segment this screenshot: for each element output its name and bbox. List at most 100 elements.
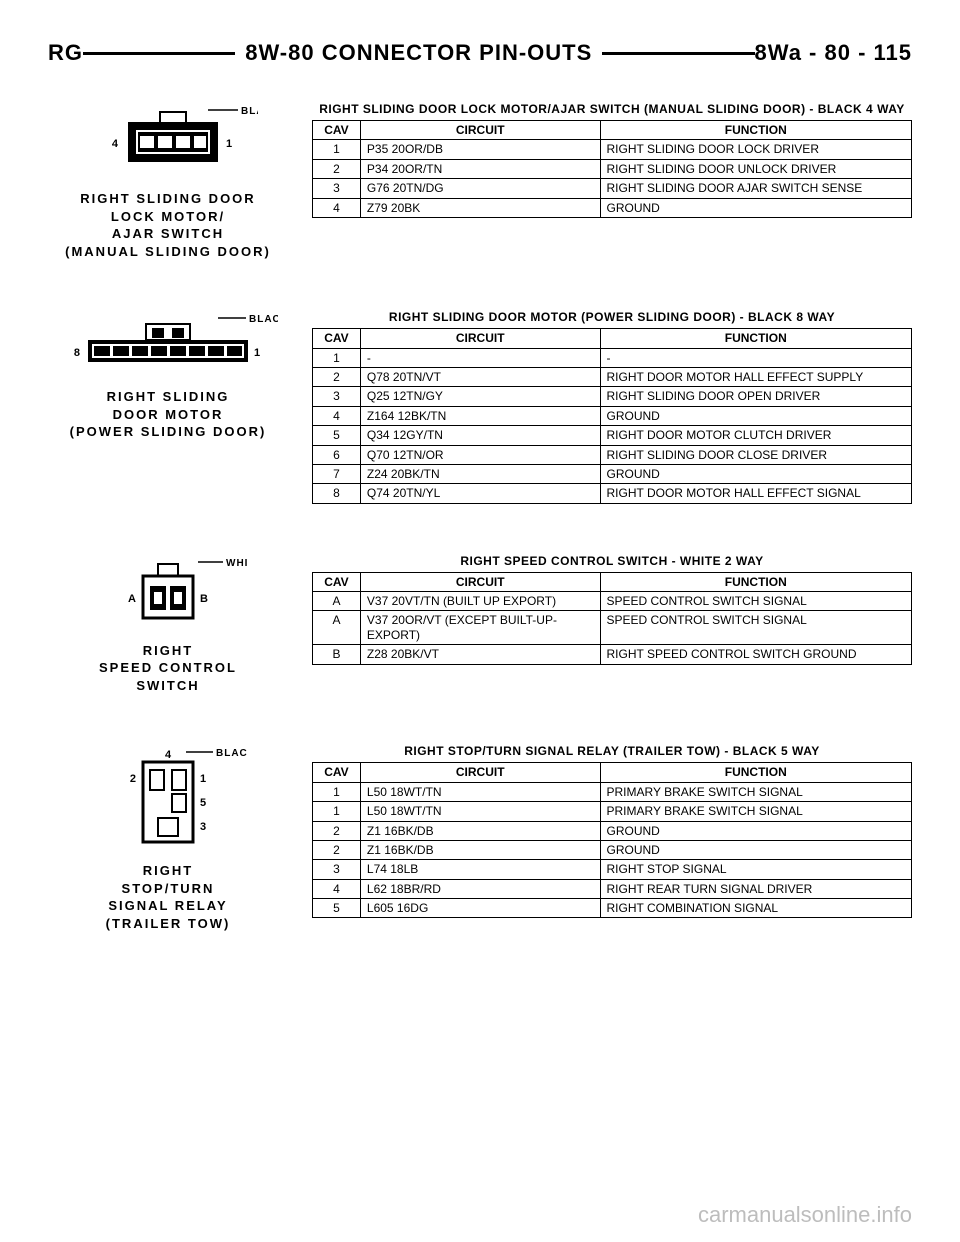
table-title: RIGHT SLIDING DOOR MOTOR (POWER SLIDING … <box>312 310 912 324</box>
caption-line: DOOR MOTOR <box>48 406 288 424</box>
cell-function: RIGHT SLIDING DOOR AJAR SWITCH SENSE <box>600 179 912 198</box>
page-header: RG 8W-80 CONNECTOR PIN-OUTS 8Wa - 80 - 1… <box>48 40 912 66</box>
caption-line: RIGHT SLIDING <box>48 388 288 406</box>
diagram-caption: RIGHT SPEED CONTROL SWITCH <box>48 642 288 695</box>
cell-circuit: L74 18LB <box>360 860 600 879</box>
header-rule-left <box>83 52 235 55</box>
cell-cav: 5 <box>313 426 361 445</box>
table-col: RIGHT STOP/TURN SIGNAL RELAY (TRAILER TO… <box>288 744 912 918</box>
table-row: 1P35 20OR/DBRIGHT SLIDING DOOR LOCK DRIV… <box>313 140 912 159</box>
table-row: 6Q70 12TN/ORRIGHT SLIDING DOOR CLOSE DRI… <box>313 445 912 464</box>
th-cav: CAV <box>313 329 361 348</box>
table-row: AV37 20OR/VT (EXCEPT BUILT-UP-EXPORT)SPE… <box>313 611 912 645</box>
cell-function: GROUND <box>600 406 912 425</box>
table-row: 2Z1 16BK/DBGROUND <box>313 840 912 859</box>
cell-function: RIGHT SPEED CONTROL SWITCH GROUND <box>600 645 912 664</box>
caption-line: STOP/TURN <box>48 880 288 898</box>
pin-tr: 1 <box>200 773 206 785</box>
cell-cav: 2 <box>313 367 361 386</box>
caption-line: SIGNAL RELAY <box>48 897 288 915</box>
pin-right: B <box>200 593 208 605</box>
pin-left: 4 <box>112 138 119 150</box>
connector-relay-icon: BLACK 4 2 1 5 3 <box>88 744 248 854</box>
cell-cav: 1 <box>313 782 361 801</box>
table-title: RIGHT SLIDING DOOR LOCK MOTOR/AJAR SWITC… <box>312 102 912 116</box>
diagram-col: BLACK 8 1 RIGHT SLIDING DOOR MOTOR (POWE… <box>48 310 288 441</box>
table-row: 1-- <box>313 348 912 367</box>
pin-left: 8 <box>74 347 80 359</box>
caption-line: RIGHT SLIDING DOOR <box>48 190 288 208</box>
color-label: WHITE <box>226 558 248 569</box>
table-row: 5L605 16DGRIGHT COMBINATION SIGNAL <box>313 899 912 918</box>
cell-function: RIGHT SLIDING DOOR LOCK DRIVER <box>600 140 912 159</box>
cell-circuit: P35 20OR/DB <box>360 140 600 159</box>
cell-circuit: Z24 20BK/TN <box>360 464 600 483</box>
cell-function: RIGHT DOOR MOTOR CLUTCH DRIVER <box>600 426 912 445</box>
table-row: 1L50 18WT/TNPRIMARY BRAKE SWITCH SIGNAL <box>313 802 912 821</box>
th-circuit: CIRCUIT <box>360 329 600 348</box>
table-title: RIGHT STOP/TURN SIGNAL RELAY (TRAILER TO… <box>312 744 912 758</box>
cell-function: RIGHT SLIDING DOOR CLOSE DRIVER <box>600 445 912 464</box>
cell-function: RIGHT SLIDING DOOR OPEN DRIVER <box>600 387 912 406</box>
header-left: RG <box>48 40 83 66</box>
cell-cav: 5 <box>313 899 361 918</box>
diagram-col: WHITE A B RIGHT SPEED CONTROL SWITCH <box>48 554 288 695</box>
cell-function: GROUND <box>600 821 912 840</box>
connector-8way-icon: BLACK 8 1 <box>58 310 278 380</box>
th-circuit: CIRCUIT <box>360 572 600 591</box>
caption-line: RIGHT <box>48 642 288 660</box>
caption-line: SWITCH <box>48 677 288 695</box>
cell-function: - <box>600 348 912 367</box>
section-sliding-door-lock: BLACK 4 1 RIGHT SLIDING DOOR LOCK MOTOR/… <box>48 102 912 260</box>
section-sliding-door-motor: BLACK 8 1 RIGHT SLIDING DOOR MOTOR (POWE… <box>48 310 912 504</box>
caption-line: SPEED CONTROL <box>48 659 288 677</box>
cell-circuit: L605 16DG <box>360 899 600 918</box>
diagram-caption: RIGHT STOP/TURN SIGNAL RELAY (TRAILER TO… <box>48 862 288 932</box>
header-center: 8W-80 CONNECTOR PIN-OUTS <box>245 40 592 66</box>
th-function: FUNCTION <box>600 121 912 140</box>
table-row: 5Q34 12GY/TNRIGHT DOOR MOTOR CLUTCH DRIV… <box>313 426 912 445</box>
tbody: AV37 20VT/TN (BUILT UP EXPORT)SPEED CONT… <box>313 592 912 665</box>
header-right: 8Wa - 80 - 115 <box>755 40 912 66</box>
cell-circuit: V37 20OR/VT (EXCEPT BUILT-UP-EXPORT) <box>360 611 600 645</box>
pin-br: 3 <box>200 821 206 833</box>
th-function: FUNCTION <box>600 763 912 782</box>
cell-function: GROUND <box>600 198 912 217</box>
table-col: RIGHT SPEED CONTROL SWITCH - WHITE 2 WAY… <box>288 554 912 665</box>
cell-circuit: Z1 16BK/DB <box>360 821 600 840</box>
cell-function: RIGHT SLIDING DOOR UNLOCK DRIVER <box>600 159 912 178</box>
cell-circuit: Z28 20BK/VT <box>360 645 600 664</box>
cell-circuit: Q74 20TN/YL <box>360 484 600 503</box>
cell-cav: 1 <box>313 802 361 821</box>
cell-function: RIGHT COMBINATION SIGNAL <box>600 899 912 918</box>
tbody: 1P35 20OR/DBRIGHT SLIDING DOOR LOCK DRIV… <box>313 140 912 218</box>
cell-circuit: L62 18BR/RD <box>360 879 600 898</box>
caption-line: AJAR SWITCH <box>48 225 288 243</box>
th-function: FUNCTION <box>600 329 912 348</box>
cell-cav: 2 <box>313 840 361 859</box>
cell-cav: 8 <box>313 484 361 503</box>
table-row: 3G76 20TN/DGRIGHT SLIDING DOOR AJAR SWIT… <box>313 179 912 198</box>
table-row: AV37 20VT/TN (BUILT UP EXPORT)SPEED CONT… <box>313 592 912 611</box>
connector-4way-icon: BLACK 4 1 <box>78 102 258 182</box>
cell-circuit: G76 20TN/DG <box>360 179 600 198</box>
cell-function: GROUND <box>600 840 912 859</box>
cell-circuit: L50 18WT/TN <box>360 782 600 801</box>
cell-function: RIGHT REAR TURN SIGNAL DRIVER <box>600 879 912 898</box>
cell-cav: 4 <box>313 406 361 425</box>
section-speed-control-switch: WHITE A B RIGHT SPEED CONTROL SWITCH RIG… <box>48 554 912 695</box>
cell-function: RIGHT DOOR MOTOR HALL EFFECT SIGNAL <box>600 484 912 503</box>
color-label: BLACK <box>241 106 258 117</box>
pin-left: A <box>128 593 136 605</box>
cell-function: PRIMARY BRAKE SWITCH SIGNAL <box>600 782 912 801</box>
cell-circuit: Q34 12GY/TN <box>360 426 600 445</box>
cell-circuit: Q70 12TN/OR <box>360 445 600 464</box>
cell-circuit: Z164 12BK/TN <box>360 406 600 425</box>
header-rule-right <box>602 52 754 55</box>
cell-cav: 3 <box>313 387 361 406</box>
cell-circuit: L50 18WT/TN <box>360 802 600 821</box>
caption-line: LOCK MOTOR/ <box>48 208 288 226</box>
cell-function: RIGHT STOP SIGNAL <box>600 860 912 879</box>
cell-function: RIGHT DOOR MOTOR HALL EFFECT SUPPLY <box>600 367 912 386</box>
cell-cav: A <box>313 611 361 645</box>
